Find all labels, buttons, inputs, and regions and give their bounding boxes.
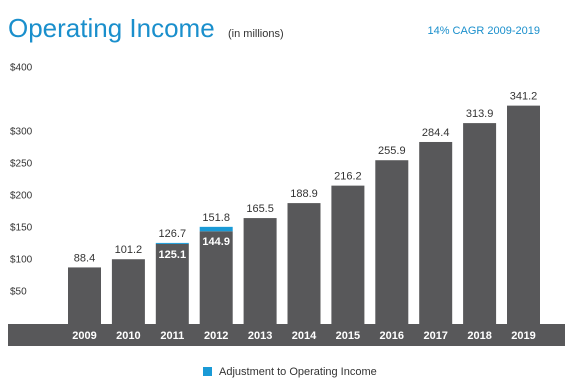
y-tick-label: $250	[10, 159, 33, 170]
chart-subtitle: (in millions)	[228, 28, 284, 40]
bar-segment	[155, 243, 189, 324]
legend-label: Adjustment to Operating Income	[219, 366, 377, 378]
y-tick-label: $50	[10, 287, 27, 298]
x-tick-label: 2010	[116, 330, 140, 342]
bar-segment	[375, 160, 409, 324]
x-tick-label: 2016	[380, 330, 404, 342]
total-label: 151.8	[202, 212, 230, 224]
annotation: 14% CAGR 2009-2019	[427, 25, 540, 37]
value-label: 165.5	[246, 203, 274, 215]
bar-segment	[463, 123, 497, 324]
legend-swatch	[203, 367, 212, 376]
value-label: 284.4	[422, 127, 450, 139]
bar-segment	[419, 141, 453, 324]
x-tick-label: 2012	[204, 330, 228, 342]
bar-segment	[111, 259, 145, 324]
x-tick-label: 2014	[292, 330, 317, 342]
y-tick-label: $300	[10, 127, 33, 138]
x-axis-band	[8, 324, 565, 346]
bar-segment	[507, 105, 540, 324]
value-label: 216.2	[334, 171, 362, 183]
bar-segment	[199, 231, 233, 324]
y-tick-label: $150	[10, 223, 33, 234]
value-label: 341.2	[510, 91, 538, 103]
bar-segment	[199, 226, 233, 232]
x-tick-label: 2011	[160, 330, 184, 342]
x-tick-label: 2009	[72, 330, 96, 342]
y-tick-label: $200	[10, 191, 33, 202]
x-tick-label: 2018	[467, 330, 491, 342]
value-label: 188.9	[290, 188, 318, 200]
y-tick-label: $400	[10, 63, 33, 74]
y-tick-label: $100	[10, 255, 33, 266]
value-label: 255.9	[378, 145, 406, 157]
value-label: 144.9	[202, 236, 230, 248]
bar-segment	[287, 203, 321, 324]
value-label: 88.4	[74, 252, 95, 264]
bar-segment	[155, 242, 189, 244]
bar-segment	[243, 218, 277, 324]
total-label: 126.7	[159, 228, 187, 240]
chart-title: Operating Income	[8, 13, 215, 43]
value-label: 125.1	[159, 249, 187, 261]
x-tick-label: 2019	[511, 330, 535, 342]
x-tick-label: 2013	[248, 330, 272, 342]
x-tick-label: 2015	[336, 330, 360, 342]
x-tick-label: 2017	[423, 330, 447, 342]
bar-segment	[68, 267, 101, 324]
bar-segment	[331, 185, 365, 324]
value-label: 101.2	[115, 244, 143, 256]
value-label: 313.9	[466, 108, 494, 120]
